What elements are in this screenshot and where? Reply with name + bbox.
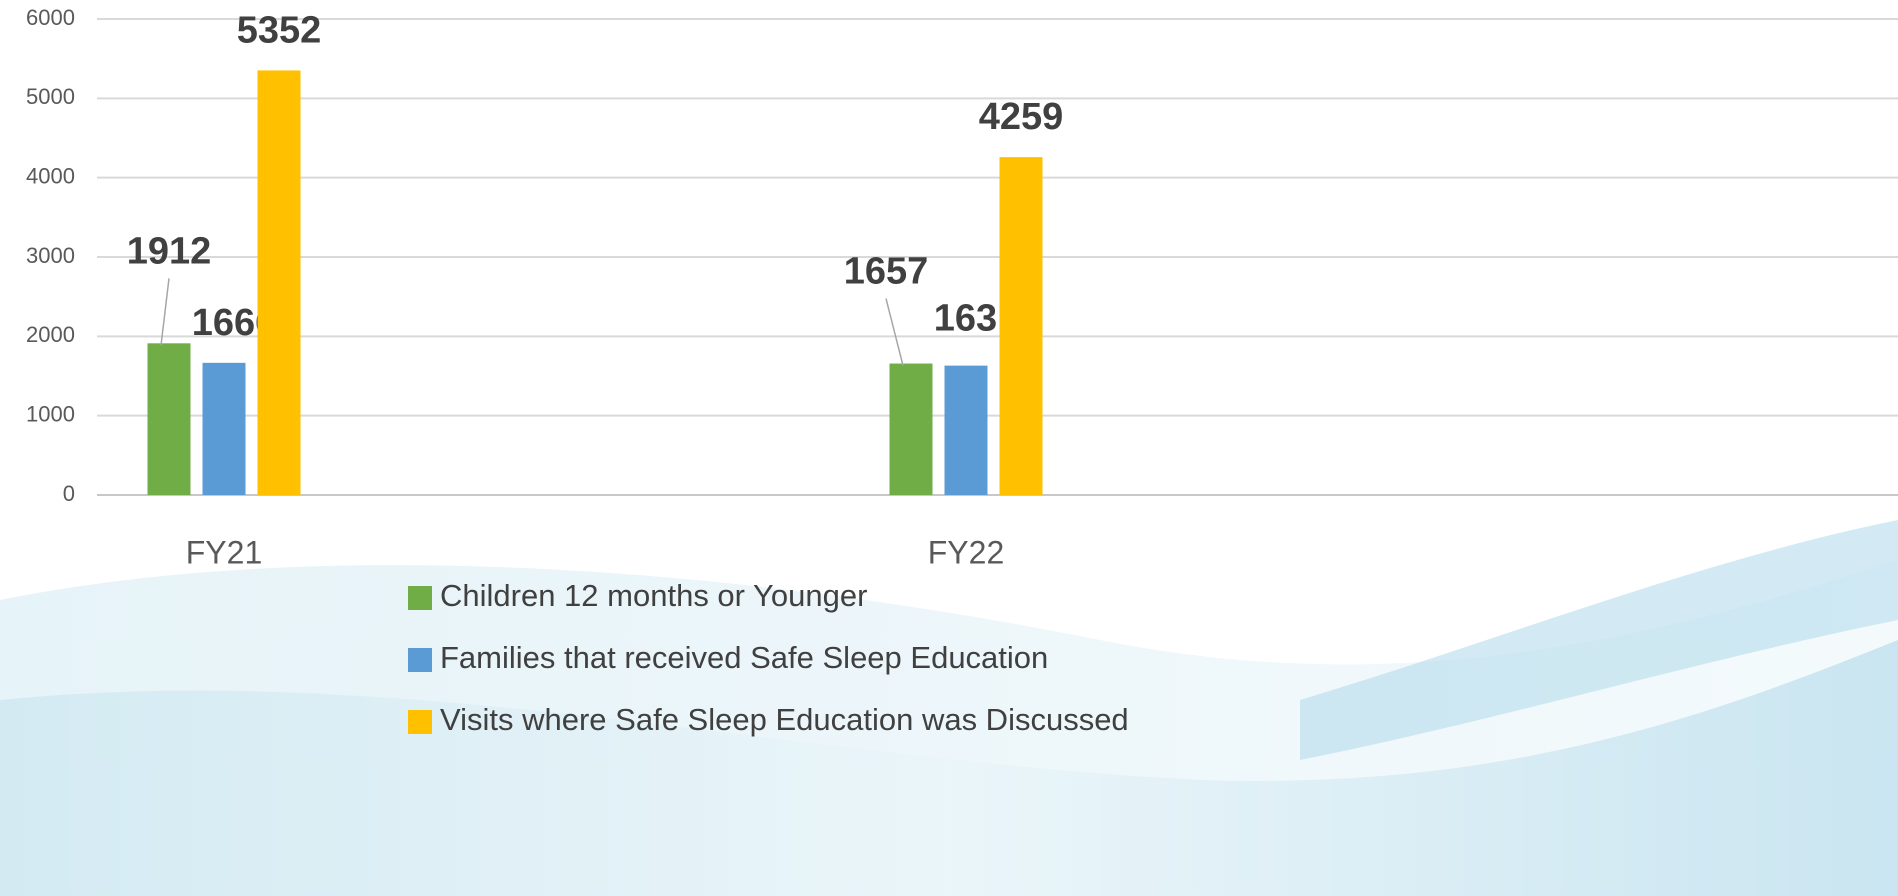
y-tick-label: 2000: [26, 322, 75, 347]
background-wave: [1300, 520, 1898, 760]
data-label: 5352: [237, 9, 322, 51]
legend-swatch: [408, 648, 432, 672]
y-tick-label: 1000: [26, 401, 75, 426]
legend-swatch: [408, 710, 432, 734]
bar: [257, 70, 301, 496]
data-label: 4259: [979, 96, 1064, 138]
x-tick-label: FY21: [186, 534, 262, 570]
leader-line: [885, 298, 904, 366]
legend-label: Families that received Safe Sleep Educat…: [440, 640, 1048, 675]
y-tick-label: 4000: [26, 163, 75, 188]
y-tick-label: 3000: [26, 243, 75, 268]
legend-label: Visits where Safe Sleep Education was Di…: [440, 702, 1129, 737]
bar: [944, 365, 988, 495]
data-label: 1657: [844, 251, 929, 293]
bar: [889, 363, 933, 495]
bar: [999, 157, 1043, 496]
legend-swatch: [408, 586, 432, 610]
y-tick-label: 5000: [26, 84, 75, 109]
bar: [147, 343, 191, 495]
bar: [202, 362, 246, 495]
y-tick-label: 6000: [26, 5, 75, 30]
legend-label: Children 12 months or Younger: [440, 578, 867, 613]
background-wave: [0, 640, 1898, 896]
leader-line: [160, 278, 170, 346]
data-label: 1912: [127, 230, 212, 272]
y-tick-label: 0: [63, 481, 75, 506]
x-tick-label: FY22: [928, 534, 1004, 570]
